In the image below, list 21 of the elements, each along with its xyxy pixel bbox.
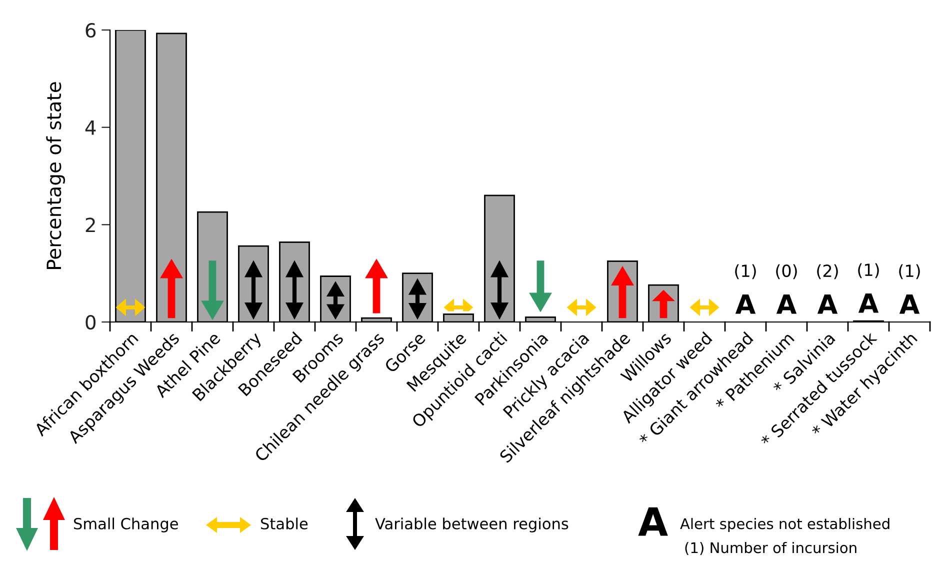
- y-tick-label: 2: [86, 218, 95, 232]
- text: Variable between regions: [375, 518, 568, 532]
- annotation: A: [858, 294, 879, 313]
- text: A: [638, 507, 668, 536]
- annotation: A: [899, 294, 920, 314]
- annotation: (1): [735, 264, 756, 280]
- annotation: (1): [858, 263, 879, 278]
- annotation: A: [817, 294, 838, 314]
- y-tick-label: 4: [85, 120, 96, 135]
- y-tick-label: 6: [86, 22, 96, 38]
- annotation: (1): [899, 264, 920, 280]
- y-tick-label: 0: [86, 314, 96, 330]
- annotation: A: [735, 294, 756, 314]
- y-axis-title: Percentage of state: [46, 82, 65, 269]
- text: Alert species not established: [680, 518, 890, 532]
- annotation: A: [776, 294, 797, 314]
- text: Small Change: [74, 518, 178, 532]
- text: Stable: [261, 518, 308, 530]
- annotation: (2): [817, 264, 838, 280]
- text: (1) Number of incursion: [685, 542, 856, 555]
- annotation: (0): [776, 264, 797, 280]
